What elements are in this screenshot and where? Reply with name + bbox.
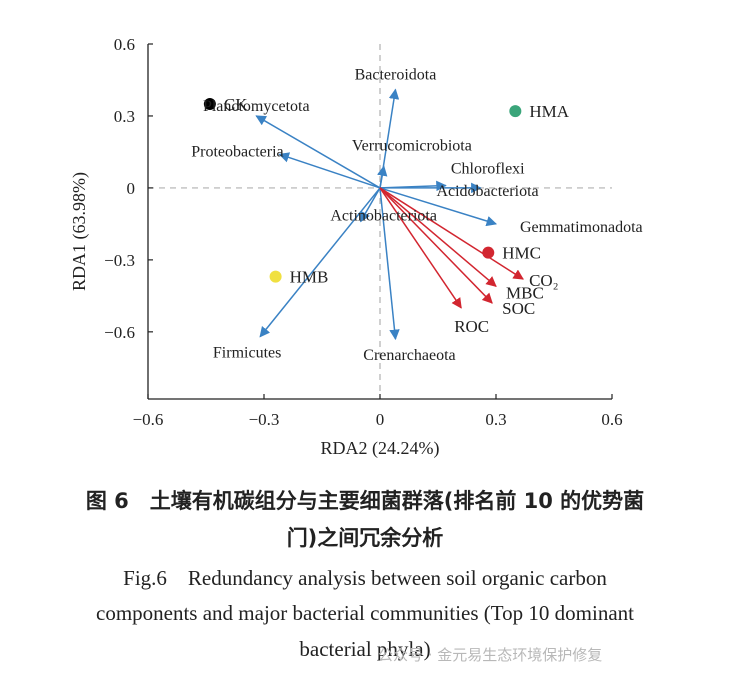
vector-crenarchaeota-arrow: [379, 187, 400, 341]
vector-carbon-0-label: CO₂: [529, 271, 559, 290]
y-tick-label: 0.6: [114, 35, 135, 54]
vector-carbon-3-label: ROC: [454, 317, 489, 336]
point-hmc-label: HMC: [502, 244, 541, 263]
labels-layer: Bacteroidota Planctomycetota Proteobacteri…: [191, 67, 642, 364]
x-tick-label: 0.3: [485, 410, 506, 429]
x-tick-label: 0.6: [601, 410, 622, 429]
y-tick-label: −0.3: [104, 251, 135, 270]
caption-en-line-3: bacterial phyla): [299, 637, 431, 661]
vector-actinobacteriota-label: Actinobacteriota: [330, 208, 437, 225]
axes-layer: −0.6 −0.3 0 0.3 0.6 0.6 0.3 0 −0.3 −0.6 RDA2 (24.2…: [69, 35, 623, 459]
vector-firmicutes-label: Firmicutes: [213, 345, 281, 362]
x-axis-title: RDA2 (24.24%): [321, 438, 440, 459]
point-hma-label: HMA: [529, 102, 569, 121]
vector-carbon-1-label: MBC: [506, 283, 544, 302]
vector-verrucomicrobiota-arrow: [377, 165, 388, 189]
point-hma-marker: [509, 105, 522, 118]
x-tick-label: −0.3: [249, 410, 280, 429]
vector-carbon-1-arrow: [379, 187, 497, 287]
caption-cn-line-1: 图 6 土壤有机碳组分与主要细菌群落(排名前 10 的优势菌: [85, 489, 645, 513]
y-tick-label: −0.6: [104, 323, 135, 342]
vector-chloroflexi-label: Chloroflexi: [451, 161, 525, 178]
x-tick-label: 0: [376, 410, 385, 429]
vector-crenarchaeota-label: Crenarchaeota: [363, 347, 455, 364]
point-ck-label: CK: [224, 95, 248, 114]
vector-planctomycetota-label: Planctomycetota: [203, 98, 310, 115]
vector-carbon-3-arrow: [379, 187, 462, 309]
vector-gemmatimonadota-arrow: [379, 187, 498, 227]
y-tick-label: 0: [127, 179, 136, 198]
vector-firmicutes-arrow: [259, 187, 381, 338]
x-tick-label: −0.6: [133, 410, 164, 429]
vector-gemmatimonadota-label: Gemmatimonadota: [520, 219, 643, 236]
point-hmb-marker: [269, 270, 282, 283]
y-axis-title: RDA1 (63.98%): [69, 172, 90, 291]
watermark: 公众号 · 金元易生态环境保护修复: [378, 646, 603, 664]
vector-carbon-2-arrow: [379, 187, 493, 304]
vector-proteobacteria-arrow: [278, 152, 381, 189]
point-hmc-marker: [482, 246, 495, 259]
rda-biplot: −0.6 −0.3 0 0.3 0.6 0.6 0.3 0 −0.3 −0.6 RDA2 (24.2…: [69, 35, 643, 459]
caption-en-line-1: Fig.6 Redundancy analysis between soil o…: [123, 566, 607, 590]
vector-bacteroidota-label: Bacteroidota: [355, 67, 437, 84]
sample-points-layer: [203, 97, 522, 283]
vector-actinobacteriota-arrow: [360, 187, 381, 223]
y-tick-label: 0.3: [114, 107, 135, 126]
vectors-layer: [255, 88, 524, 341]
vector-acidobacteriota-label: Acidobacteriota: [436, 183, 538, 200]
vector-verrucomicrobiota-label: Verrucomicrobiota: [352, 137, 472, 154]
caption-en-line-2: components and major bacterial communiti…: [96, 601, 634, 625]
vector-proteobacteria-label: Proteobacteria: [191, 143, 283, 160]
vector-planctomycetota-arrow: [255, 115, 381, 189]
point-hmb-label: HMB: [290, 268, 329, 287]
vector-carbon-0-arrow: [379, 187, 524, 280]
caption-cn-line-2: 门)之间冗余分析: [286, 526, 444, 550]
point-ck-marker: [203, 97, 216, 110]
vector-carbon-2-label: SOC: [502, 299, 535, 318]
